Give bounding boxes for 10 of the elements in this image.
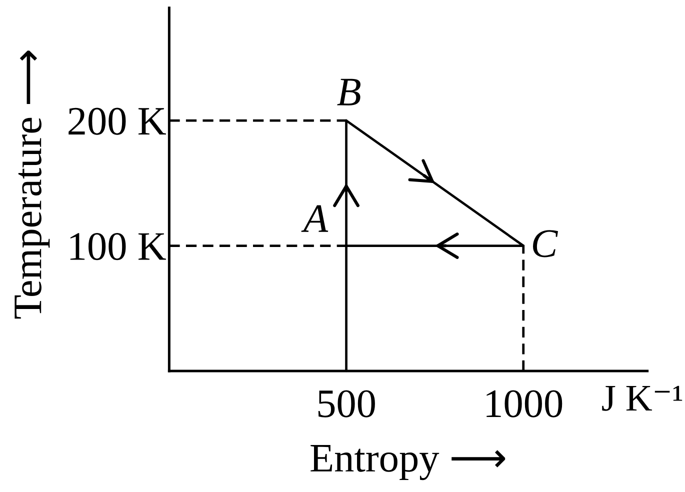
y-axis-title: Temperature ⟶ <box>14 50 50 319</box>
data-label: C <box>533 230 558 258</box>
data-label: A <box>301 205 328 232</box>
x-axis-title: Entropy ⟶ <box>310 445 506 480</box>
data-label: B <box>337 78 360 106</box>
y-tick-label: 100 K <box>70 232 166 260</box>
text: J K⁻¹ <box>602 386 682 411</box>
y-tick-label: 200 K <box>68 108 166 135</box>
x-tick-label: 500 <box>318 390 375 418</box>
x-tick-label: 1000 <box>486 390 562 418</box>
